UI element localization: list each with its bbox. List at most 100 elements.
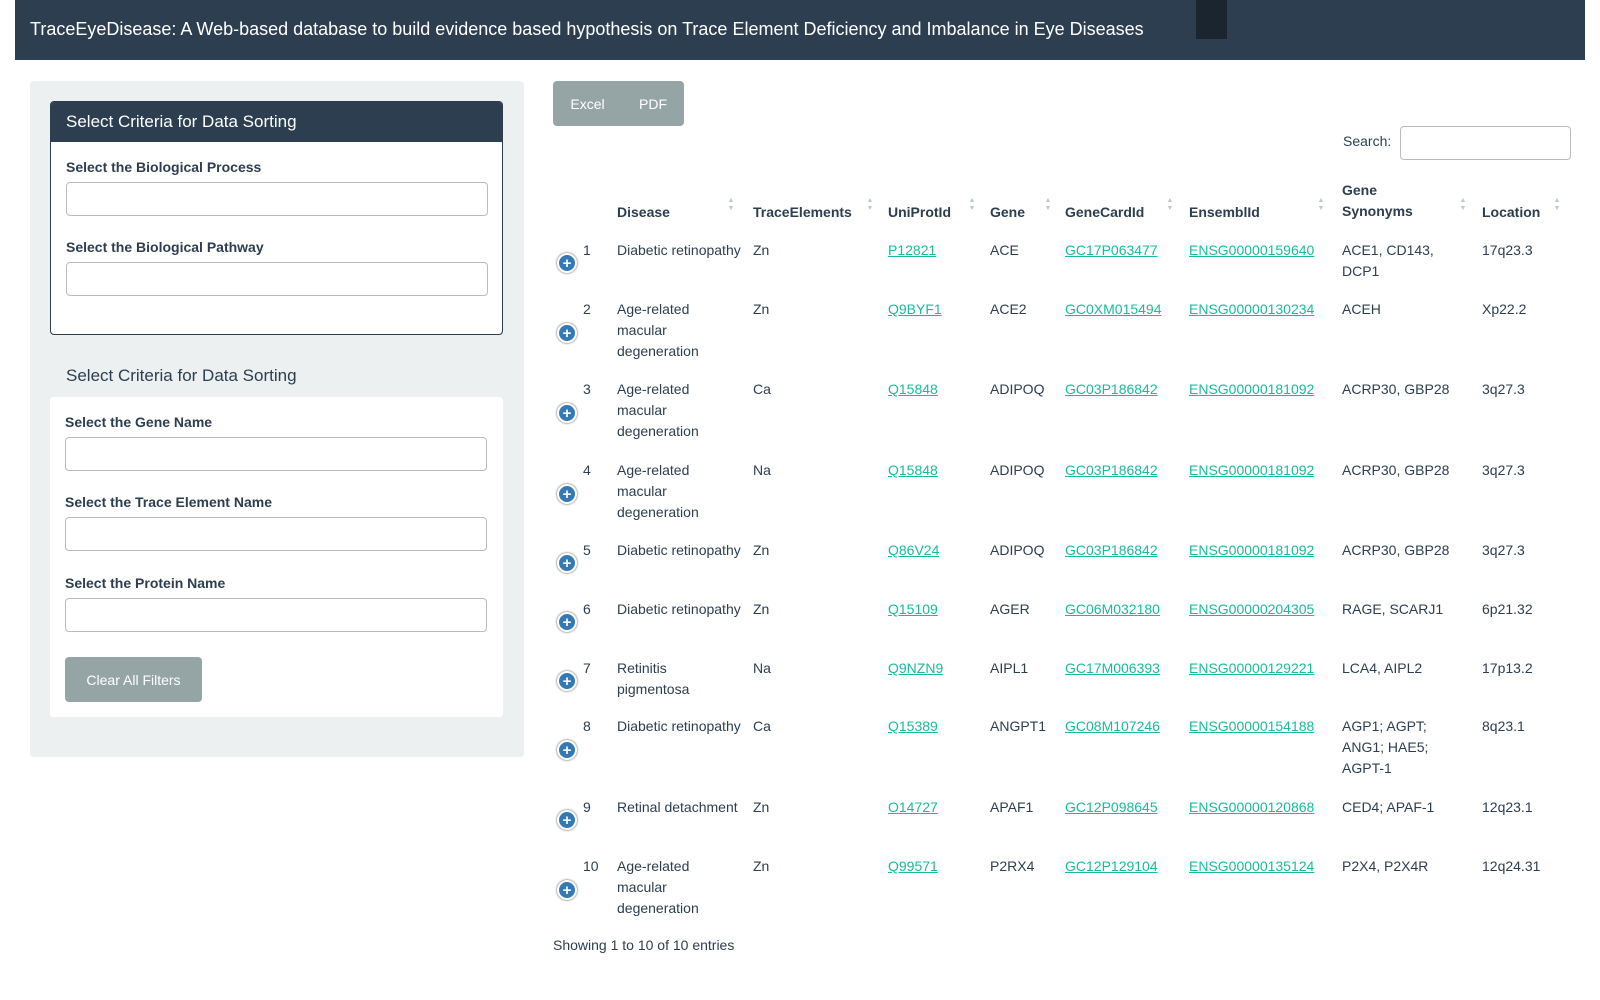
column-header-disease[interactable]: Disease [617,204,670,220]
expand-row-icon[interactable]: + [557,553,577,573]
protein-name-select[interactable] [65,598,487,632]
uniprot-link[interactable]: Q15389 [888,718,938,734]
uniprot-link[interactable]: Q15848 [888,381,938,397]
genecard-link[interactable]: GC12P098645 [1065,799,1158,815]
genecard-link[interactable]: GC06M032180 [1065,601,1160,617]
cell-synonyms: ACE1, CD143, DCP1 [1342,242,1434,279]
expand-row-icon[interactable]: + [557,323,577,343]
gene-name-select[interactable] [65,437,487,471]
column-header-ensembl-id[interactable]: EnsemblId [1189,204,1260,220]
column-header-gene[interactable]: Gene [990,204,1026,220]
genecard-link[interactable]: GC17P063477 [1065,242,1158,258]
ensembl-link[interactable]: ENSG00000135124 [1189,858,1315,874]
uniprot-link[interactable]: Q15848 [888,462,938,478]
cell-disease: Retinitis pigmentosa [617,660,690,697]
table-info: Showing 1 to 10 of 10 entries [553,937,735,953]
cell-synonyms: AGP1; AGPT; ANG1; HAE5; AGPT-1 [1342,718,1429,776]
column-header-gene-synonyms[interactable]: Gene Synonyms [1342,182,1413,219]
excel-export-button[interactable]: Excel [570,95,605,112]
cell-synonyms: ACEH [1342,301,1381,317]
expand-row-icon[interactable]: + [557,740,577,760]
genecard-link[interactable]: GC03P186842 [1065,542,1158,558]
cell-uniprot: Q15848 [888,460,983,481]
cell-synonyms: ACRP30, GBP28 [1342,542,1450,558]
filter-panel-primary: Select Criteria for Data Sorting Select … [50,101,503,335]
cell-n: 9 [583,799,591,815]
ensembl-link[interactable]: ENSG00000204305 [1189,601,1315,617]
cell-location: 3q27.3 [1482,542,1525,558]
cell-genecard: GC03P186842 [1065,540,1185,561]
genecard-link[interactable]: GC0XM015494 [1065,301,1162,317]
cell-gene: APAF1 [990,799,1034,815]
cell-uniprot: Q15109 [888,599,983,620]
cell-trace: Ca [753,718,771,734]
sidebar: Select Criteria for Data Sorting Select … [30,81,524,757]
cell-trace: Zn [753,799,770,815]
column-header-uniprot-id[interactable]: UniProtId [888,204,951,220]
cell-ensembl: ENSG00000130234 [1189,299,1334,320]
cell-synonyms: CED4; APAF-1 [1342,799,1435,815]
expand-row-icon[interactable]: + [557,880,577,900]
sort-arrows-icon: ▲ ▼ [1044,197,1052,212]
trace-element-select[interactable] [65,517,487,551]
uniprot-link[interactable]: O14727 [888,799,938,815]
genecard-link[interactable]: GC03P186842 [1065,462,1158,478]
cell-trace: Zn [753,242,770,258]
pdf-export-button[interactable]: PDF [639,95,667,112]
protein-name-label: Select the Protein Name [65,575,226,591]
column-header-location[interactable]: Location [1482,204,1541,220]
cell-synonyms: P2X4, P2X4R [1342,858,1429,874]
cell-uniprot: Q15389 [888,716,983,737]
expand-row-icon[interactable]: + [557,484,577,504]
ensembl-link[interactable]: ENSG00000181092 [1189,462,1315,478]
cell-ensembl: ENSG00000181092 [1189,540,1334,561]
cell-n: 10 [583,858,599,874]
cell-trace: Zn [753,542,770,558]
genecard-link[interactable]: GC08M107246 [1065,718,1160,734]
app-title: TraceEyeDisease: A Web-based database to… [30,19,1144,39]
clear-filters-button[interactable]: Clear All Filters [65,657,202,702]
cell-uniprot: Q15848 [888,379,983,400]
ensembl-link[interactable]: ENSG00000129221 [1189,660,1315,676]
genecard-link[interactable]: GC17M006393 [1065,660,1160,676]
genecard-link[interactable]: GC03P186842 [1065,381,1158,397]
sort-arrows-icon: ▲ ▼ [866,197,874,212]
cell-location: 3q27.3 [1482,381,1525,397]
uniprot-link[interactable]: Q9BYF1 [888,301,942,317]
expand-row-icon[interactable]: + [557,253,577,273]
cell-synonyms: ACRP30, GBP28 [1342,462,1450,478]
expand-row-icon[interactable]: + [557,810,577,830]
column-header-genecard-id[interactable]: GeneCardId [1065,204,1145,220]
cell-uniprot: Q9BYF1 [888,299,983,320]
biological-pathway-select[interactable] [66,262,488,296]
genecard-link[interactable]: GC12P129104 [1065,858,1158,874]
search-input[interactable] [1400,126,1571,160]
filter-panel-secondary-title: Select Criteria for Data Sorting [66,366,297,385]
cell-trace: Zn [753,301,770,317]
uniprot-link[interactable]: P12821 [888,242,937,258]
cell-location: 17p13.2 [1482,660,1533,676]
ensembl-link[interactable]: ENSG00000130234 [1189,301,1315,317]
expand-row-icon[interactable]: + [557,403,577,423]
uniprot-link[interactable]: Q15109 [888,601,938,617]
filter-panel-primary-title: Select Criteria for Data Sorting [51,102,502,142]
ensembl-link[interactable]: ENSG00000159640 [1189,242,1315,258]
cell-trace: Na [753,462,771,478]
biological-process-select[interactable] [66,182,488,216]
cell-ensembl: ENSG00000181092 [1189,460,1334,481]
cell-gene: ADIPOQ [990,381,1045,397]
uniprot-link[interactable]: Q9NZN9 [888,660,944,676]
cell-gene: ACE2 [990,301,1027,317]
column-header-trace-elements[interactable]: TraceElements [753,204,852,220]
cell-disease: Diabetic retinopathy [617,601,741,617]
ensembl-link[interactable]: ENSG00000120868 [1189,799,1315,815]
navbar-toggle-button[interactable] [1196,0,1227,39]
export-button-group: Excel PDF [553,81,684,126]
uniprot-link[interactable]: Q86V24 [888,542,940,558]
uniprot-link[interactable]: Q99571 [888,858,938,874]
expand-row-icon[interactable]: + [557,671,577,691]
expand-row-icon[interactable]: + [557,612,577,632]
ensembl-link[interactable]: ENSG00000154188 [1189,718,1315,734]
ensembl-link[interactable]: ENSG00000181092 [1189,381,1315,397]
ensembl-link[interactable]: ENSG00000181092 [1189,542,1315,558]
